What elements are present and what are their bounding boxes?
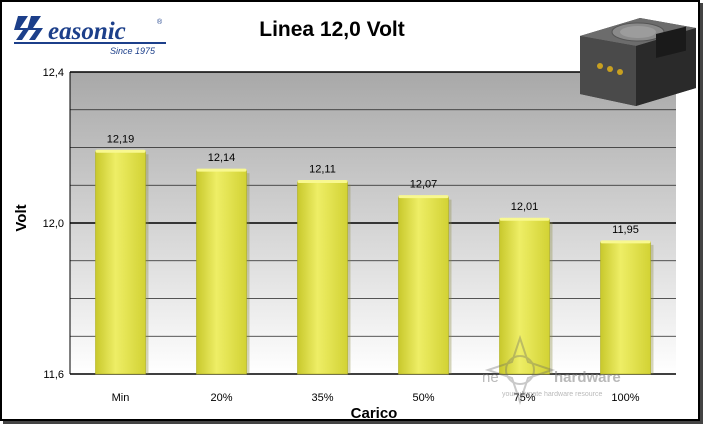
bar-top xyxy=(499,217,550,221)
bar-top xyxy=(196,168,247,172)
seasonic-logo: easonic Since 1975 ® xyxy=(14,16,166,56)
hardware-watermark: ne hardware your ultimate hardware resou… xyxy=(482,334,621,406)
y-axis-label: Volt xyxy=(13,204,30,231)
y-tick-label: 12,0 xyxy=(43,218,64,230)
data-label: 12,11 xyxy=(309,163,336,175)
x-tick-label: 100% xyxy=(611,392,639,404)
power-supply-image xyxy=(580,18,696,106)
data-label: 12,19 xyxy=(107,133,135,145)
bar xyxy=(297,181,348,375)
bar xyxy=(600,241,651,375)
svg-text:your ultimate hardware resourc: your ultimate hardware resource xyxy=(502,391,602,398)
bar-top xyxy=(297,179,348,183)
y-tick-label: 12,4 xyxy=(43,67,64,79)
bar xyxy=(499,218,550,375)
bar-top xyxy=(398,195,449,199)
bar xyxy=(398,196,449,375)
svg-text:ne: ne xyxy=(482,369,499,386)
svg-text:hardware: hardware xyxy=(554,369,621,386)
x-tick-label: 50% xyxy=(412,392,434,404)
data-label: 12,01 xyxy=(511,201,539,213)
bar xyxy=(196,169,247,375)
bar-top xyxy=(95,149,146,153)
y-tick-label: 11,6 xyxy=(43,369,64,381)
svg-text:easonic: easonic xyxy=(48,18,126,45)
svg-text:Since 1975: Since 1975 xyxy=(110,46,156,56)
chart-title: Linea 12,0 Volt xyxy=(259,18,405,41)
x-tick-label: Min xyxy=(112,392,130,404)
x-axis-label: Carico xyxy=(351,405,398,422)
svg-text:®: ® xyxy=(157,18,163,26)
x-tick-label: 75% xyxy=(513,392,535,404)
x-tick-label: 35% xyxy=(311,392,333,404)
data-label: 11,95 xyxy=(612,224,639,236)
data-label: 12,14 xyxy=(208,152,236,164)
data-label: 12,07 xyxy=(410,179,438,191)
bar-top xyxy=(600,240,651,244)
x-tick-label: 20% xyxy=(210,392,232,404)
bar xyxy=(95,150,146,375)
